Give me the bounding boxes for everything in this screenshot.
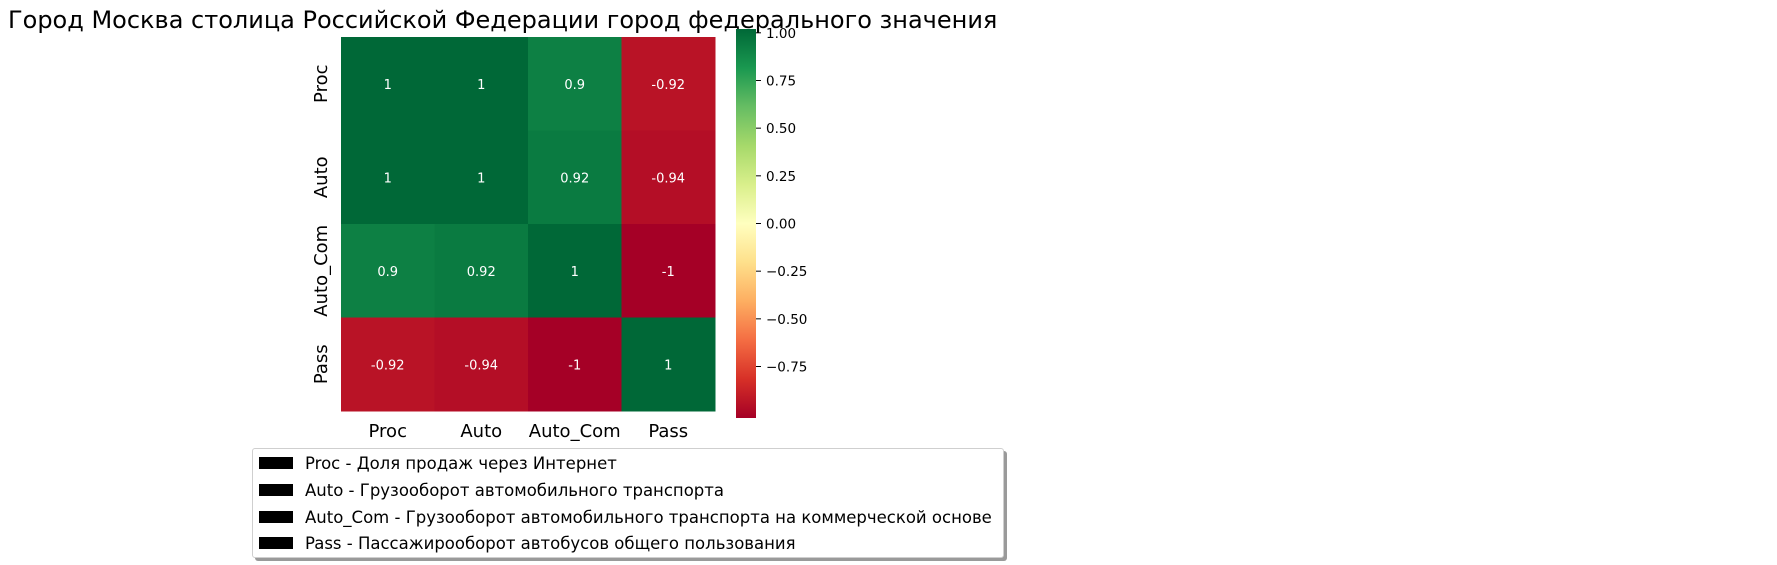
- cell-value-label: -1: [662, 265, 675, 280]
- cell-value-label: 1: [477, 78, 485, 93]
- legend-swatch: [259, 511, 293, 523]
- heatmap-cell: [341, 37, 435, 131]
- cell-value-label: 0.9: [564, 78, 585, 93]
- cell-value-label: 1: [571, 265, 579, 280]
- heatmap-cell: [434, 317, 529, 412]
- legend-label: Auto_Com - Грузооборот автомобильного тр…: [305, 507, 992, 527]
- colorbar-tick-label: 0.25: [766, 169, 796, 185]
- legend: Proc - Доля продаж через Интернет Auto -…: [252, 448, 1004, 558]
- legend-item-auto: Auto - Грузооборот автомобильного трансп…: [259, 479, 724, 501]
- x-tick-label: Pass: [648, 421, 688, 442]
- y-tick-label: Auto_Com: [311, 225, 332, 317]
- colorbar-tick-labels: 1.00 0.75 0.50 0.25 0.00 −0.25 −0.50 −0.75: [756, 26, 807, 376]
- heatmap-cell: [621, 224, 716, 318]
- cell-value-label: 0.92: [560, 171, 589, 186]
- heatmap-cells: [341, 37, 716, 412]
- heatmap-cell: [341, 317, 435, 412]
- legend-item-pass: Pass - Пассажирооборот автобусов общего …: [259, 532, 796, 554]
- cell-value-label: -1: [568, 358, 581, 373]
- y-tick-label: Proc: [311, 65, 332, 103]
- cell-value-label: -0.94: [464, 358, 498, 373]
- colorbar-tick-label: −0.75: [766, 360, 807, 376]
- y-tick-label: Pass: [311, 344, 332, 384]
- legend-label: Auto - Грузооборот автомобильного трансп…: [305, 480, 724, 500]
- y-tick-label: Auto: [311, 156, 332, 198]
- cell-value-label: -0.94: [651, 171, 685, 186]
- cell-value-label: 1: [384, 78, 392, 93]
- colorbar-tick-label: 0.00: [766, 217, 796, 233]
- heatmap-cell: [621, 37, 716, 131]
- cell-value-label: 1: [477, 171, 485, 186]
- heatmap-cell: [434, 130, 529, 225]
- heatmap-cell: [528, 224, 622, 318]
- cell-value-label: -0.92: [371, 358, 405, 373]
- legend-label: Pass - Пассажирооборот автобусов общего …: [305, 533, 796, 553]
- cell-value-label: 1: [664, 358, 672, 373]
- x-tick-label: Auto_Com: [529, 421, 621, 442]
- x-tick-label: Auto: [460, 421, 502, 442]
- legend-swatch: [259, 457, 293, 469]
- legend-item-proc: Proc - Доля продаж через Интернет: [259, 452, 617, 474]
- colorbar-tick-label: 1.00: [766, 26, 796, 42]
- heatmap-cell: [434, 37, 529, 131]
- heatmap-cell: [621, 317, 716, 412]
- colorbar-tick-label: −0.50: [766, 312, 807, 328]
- cell-value-label: 0.92: [467, 265, 496, 280]
- chart-title: Город Москва столица Российской Федераци…: [8, 6, 997, 34]
- legend-label: Proc - Доля продаж через Интернет: [305, 453, 617, 473]
- cell-value-label: 0.9: [377, 265, 398, 280]
- legend-swatch: [259, 537, 293, 549]
- y-axis-tick-labels: Proc Auto Auto_Com Pass: [311, 65, 332, 385]
- heatmap-cell: [341, 130, 435, 225]
- cell-value-label: 1: [384, 171, 392, 186]
- heatmap-cell: [341, 224, 435, 318]
- heatmap-cell: [434, 224, 529, 318]
- heatmap-cell: [528, 37, 622, 131]
- heatmap-cell-labels: 1 1 0.9 -0.92 1 1 0.92 -0.94 0.9 0.92 1 -1 -0.92 -0.9…: [371, 78, 685, 374]
- x-axis-tick-labels: Proc Auto Auto_Com Pass: [369, 421, 689, 442]
- x-tick-label: Proc: [369, 421, 407, 442]
- legend-item-auto-com: Auto_Com - Грузооборот автомобильного тр…: [259, 506, 992, 528]
- heatmap-cell: [621, 130, 716, 225]
- heatmap-cell: [528, 317, 622, 412]
- colorbar: [736, 29, 756, 418]
- heatmap-cell: [528, 130, 622, 225]
- cell-value-label: -0.92: [651, 78, 685, 93]
- legend-swatch: [259, 484, 293, 496]
- colorbar-tick-label: −0.25: [766, 264, 807, 280]
- colorbar-tick-label: 0.75: [766, 73, 796, 89]
- colorbar-tick-label: 0.50: [766, 121, 796, 137]
